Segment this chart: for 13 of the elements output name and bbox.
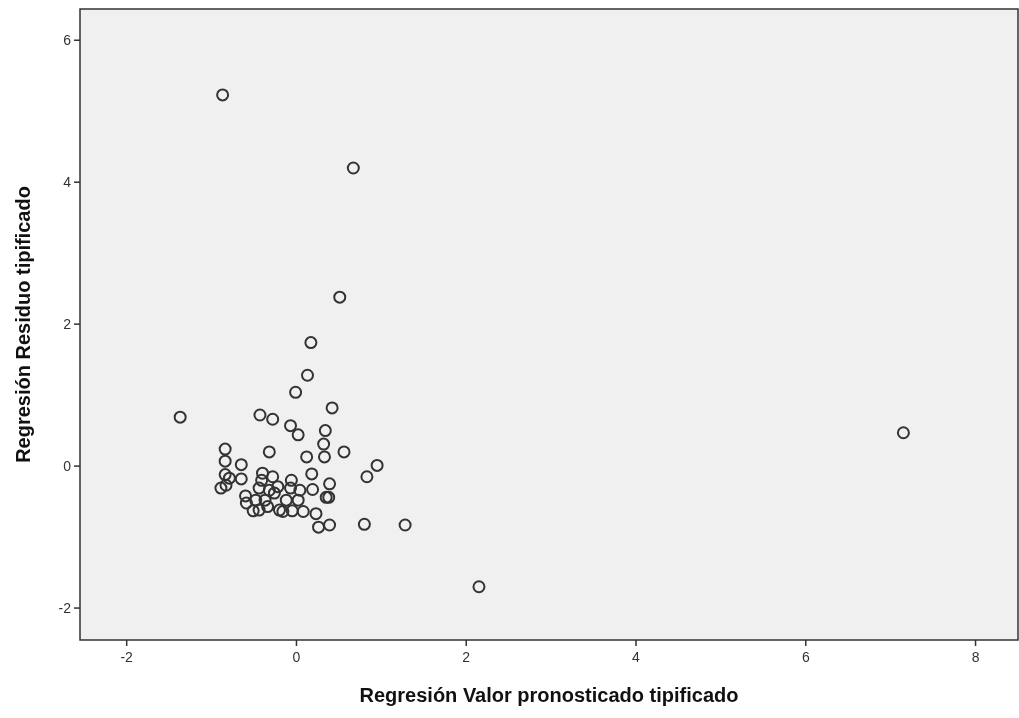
y-tick-label: 6 — [63, 32, 72, 49]
y-axis-title: Regresión Residuo tipificado — [12, 186, 34, 463]
y-tick-label: 2 — [63, 316, 72, 333]
x-tick-label: 2 — [462, 649, 471, 665]
y-tick-label: 0 — [63, 458, 72, 475]
x-tick-label: -2 — [120, 649, 134, 665]
y-tick-label: -2 — [58, 600, 72, 617]
x-axis-title: Regresión Valor pronosticado tipificado — [359, 684, 739, 706]
x-tick-label: 8 — [971, 649, 980, 665]
y-tick-label: 4 — [63, 174, 72, 191]
x-tick-label: 0 — [292, 649, 301, 665]
x-tick-label: 6 — [801, 649, 810, 665]
x-tick-label: 4 — [632, 649, 641, 665]
